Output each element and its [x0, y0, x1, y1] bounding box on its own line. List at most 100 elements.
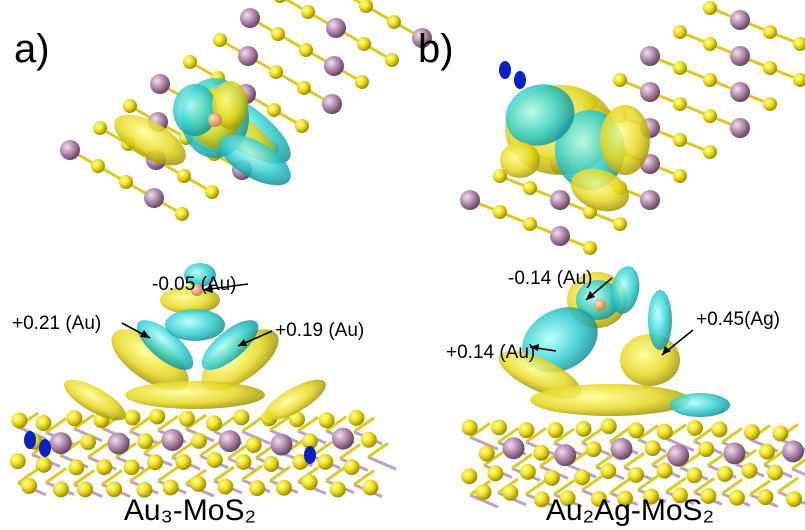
mo-atom	[332, 428, 354, 450]
s-atom	[269, 65, 283, 79]
s-atom	[502, 485, 518, 501]
s-atom	[744, 424, 760, 440]
bond	[778, 478, 798, 492]
s-atom	[585, 441, 601, 457]
charge-annotation: +0.45(Ag)	[696, 309, 780, 330]
s-atom	[673, 169, 687, 183]
charge-annotation: -0.14 (Au)	[508, 268, 592, 289]
s-atom	[93, 121, 107, 135]
isosurface-accumulation	[165, 309, 225, 341]
mo-atom	[270, 434, 292, 456]
s-atom	[177, 169, 191, 183]
isosurface-depletion	[500, 142, 540, 178]
mo-atom	[326, 18, 346, 38]
s-atom	[759, 444, 775, 460]
s-atom	[295, 119, 309, 133]
s-atom	[66, 410, 82, 426]
isosurface-depletion	[600, 105, 650, 175]
s-atom	[461, 468, 477, 484]
s-atom	[703, 109, 717, 123]
s-atom	[299, 43, 313, 57]
s-atom	[574, 469, 590, 485]
s-atom	[518, 422, 534, 438]
s-atom	[520, 464, 536, 480]
s-atom	[80, 434, 96, 450]
s-atom	[357, 37, 371, 51]
s-atom	[35, 415, 51, 431]
s-atom	[772, 425, 788, 441]
mo-atom	[611, 438, 633, 460]
s-atom	[348, 410, 364, 426]
panel-label: a)	[14, 27, 50, 71]
s-atom	[149, 408, 165, 424]
isosurface-accumulation	[670, 393, 730, 417]
s-atom	[179, 411, 195, 427]
s-atom	[301, 5, 315, 19]
bond	[158, 467, 178, 481]
s-atom	[487, 465, 503, 481]
bond	[368, 457, 396, 469]
s-atom	[786, 491, 802, 507]
isosurface-accumulation	[648, 290, 672, 350]
s-atom	[297, 81, 311, 95]
mo-atom	[219, 430, 241, 452]
s-atom	[523, 181, 537, 195]
s-atom	[273, 0, 287, 3]
s-atom	[147, 454, 163, 470]
s-atom	[757, 489, 773, 505]
s-atom	[53, 481, 69, 497]
s-atom	[703, 73, 717, 87]
s-atom	[601, 418, 617, 434]
s-atom	[77, 481, 93, 497]
s-atom	[673, 25, 687, 39]
s-atom	[96, 459, 112, 475]
s-atom	[645, 440, 661, 456]
isosurface-detail	[24, 431, 36, 449]
s-atom	[475, 484, 491, 500]
s-atom	[703, 37, 717, 51]
s-atom	[205, 185, 219, 199]
s-atom	[523, 217, 537, 231]
charge-annotation: +0.19 (Au)	[275, 320, 364, 341]
isosurface-depletion	[620, 334, 680, 386]
mo-atom	[144, 188, 164, 208]
s-atom	[544, 470, 560, 486]
s-atom	[344, 459, 360, 475]
s-atom	[583, 241, 597, 255]
s-atom	[613, 73, 627, 87]
s-atom	[263, 456, 279, 472]
s-atom	[763, 97, 777, 111]
mo-atom	[322, 94, 342, 114]
mo-atom	[550, 226, 570, 246]
s-atom	[711, 421, 727, 437]
s-atom	[657, 463, 673, 479]
mo-atom	[640, 46, 660, 66]
s-atom	[673, 133, 687, 147]
s-atom	[276, 480, 292, 496]
s-atom	[119, 175, 133, 189]
s-atom	[493, 205, 507, 219]
s-atom	[124, 459, 140, 475]
s-atom	[717, 466, 733, 482]
figure: a) -0.05 (Au) +0.21 (Au) +0.19 (Au) Au₃-…	[0, 0, 805, 530]
s-atom	[359, 0, 373, 13]
s-atom	[362, 480, 378, 496]
mo-atom	[730, 118, 750, 138]
s-atom	[10, 453, 26, 469]
isosurface-detail	[39, 439, 51, 457]
s-atom	[175, 454, 191, 470]
s-atom	[106, 481, 122, 497]
mo-atom	[460, 190, 480, 210]
s-atom	[271, 27, 285, 41]
s-atom	[767, 465, 783, 481]
mo-atom	[150, 74, 170, 94]
s-atom	[687, 420, 703, 436]
s-atom	[600, 463, 616, 479]
caption: Au₂Ag-MoS₂	[546, 494, 714, 527]
s-atom	[763, 25, 777, 39]
s-atom	[657, 424, 673, 440]
s-atom	[36, 457, 52, 473]
s-atom	[235, 454, 251, 470]
s-atom	[246, 437, 262, 453]
s-atom	[628, 422, 644, 438]
